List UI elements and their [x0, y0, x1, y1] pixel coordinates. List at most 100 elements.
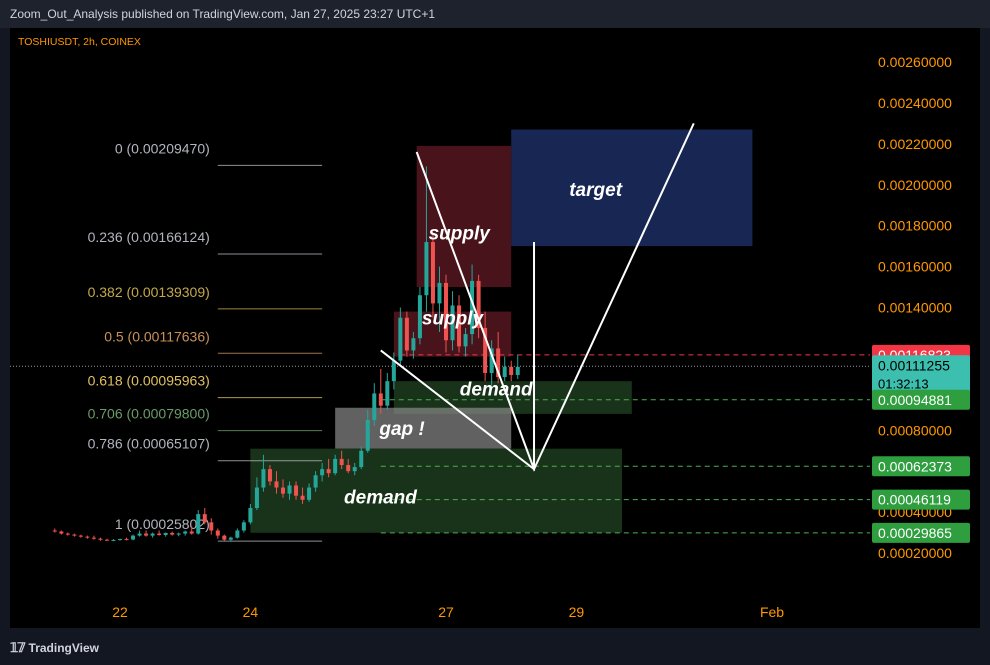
candle-body	[378, 393, 383, 406]
candle-body	[281, 487, 285, 494]
candlestick-chart[interactable]: TOSHIUSDT, 2h, COINEX 0 (0.00209470) 0.23…	[10, 28, 980, 628]
price-labels-layer: 0.001168230.0011125501:32:130.000948810.…	[872, 344, 970, 543]
candle-body	[150, 533, 155, 536]
candle-body	[196, 514, 201, 534]
x-tick-label: Feb	[760, 604, 784, 620]
fib-label: 1 (0.00025802)	[115, 516, 210, 532]
y-tick-label: 0.00080000	[878, 422, 952, 438]
zone-label: demand	[460, 379, 533, 400]
candle-body	[313, 475, 318, 488]
projection-path	[415, 122, 695, 472]
target-zone	[511, 129, 753, 247]
zone-label: target	[569, 180, 622, 201]
publisher-bar: Zoom_Out_Analysis published on TradingVi…	[0, 0, 990, 28]
candle-body	[457, 305, 462, 347]
candle-body	[254, 487, 259, 508]
y-tick-label: 0.00180000	[878, 218, 952, 234]
candle-body	[274, 481, 279, 488]
price-label-value: 0.00046119	[878, 492, 951, 508]
price-label-box	[872, 522, 970, 543]
y-tick-label: 0.00200000	[878, 177, 952, 193]
candle-body	[59, 531, 64, 534]
candle-body	[404, 317, 409, 351]
y-tick-label: 0.00160000	[878, 259, 952, 275]
candle-body	[385, 381, 390, 406]
candle-body	[496, 348, 501, 378]
fib-label: 0 (0.00209470)	[115, 140, 210, 156]
x-tick-label: 29	[569, 604, 585, 620]
zone-label: demand	[344, 487, 417, 508]
candle-body	[209, 522, 214, 531]
candle-body	[300, 495, 305, 500]
projection-layer	[380, 122, 695, 472]
candle-body	[515, 366, 520, 376]
candle-body	[72, 534, 77, 536]
candle-body	[365, 420, 370, 451]
candle-body	[372, 393, 377, 421]
symbol-label: TOSHIUSDT, 2h, COINEX	[18, 36, 141, 48]
x-tick-label: 24	[243, 604, 259, 620]
candle-body	[424, 242, 429, 296]
candle-body	[346, 465, 351, 472]
x-tick-label: 27	[438, 604, 454, 620]
price-axis: 0.000200000.000400000.000800000.00140000…	[878, 54, 952, 561]
candle-body	[248, 507, 253, 523]
candle-body	[333, 458, 338, 474]
fib-label: 0.5 (0.00117636)	[104, 328, 210, 344]
candle-body	[52, 530, 57, 532]
y-tick-label: 0.00140000	[878, 300, 952, 316]
tradingview-logo-text: TradingView	[28, 641, 100, 655]
candle-body	[267, 469, 272, 482]
price-label-value: 0.00111255	[878, 357, 950, 373]
candle-body	[157, 533, 162, 535]
candle-body	[163, 532, 168, 535]
candle-body	[450, 305, 455, 341]
candle-body	[144, 533, 149, 536]
candle-body	[98, 538, 103, 540]
candle-body	[444, 282, 448, 341]
candle-body	[430, 242, 435, 304]
price-label-value: 0.00094881	[878, 392, 952, 408]
price-label-box	[872, 489, 970, 510]
chart-panel[interactable]: TOSHIUSDT, 2h, COINEX 0 (0.00209470) 0.23…	[10, 28, 980, 628]
zone-label: supply	[429, 223, 492, 244]
zone-labels-layer: supply supply target demand gap ! demand	[344, 180, 623, 508]
zone-label: gap !	[378, 419, 424, 440]
candle-body	[359, 450, 364, 468]
y-tick-label: 0.00260000	[878, 54, 952, 70]
zone-label: supply	[422, 308, 485, 329]
candle-body	[509, 366, 514, 376]
candle-body	[307, 487, 312, 500]
candle-body	[489, 348, 494, 373]
candle-body	[91, 537, 96, 539]
candle-body	[339, 458, 344, 466]
fib-label: 0.382 (0.00139309)	[88, 284, 210, 300]
y-tick-label: 0.00240000	[878, 95, 952, 111]
price-label-value: 0.00029865	[878, 525, 952, 541]
candle-body	[137, 533, 142, 536]
candle-body	[352, 467, 357, 472]
candle-body	[502, 366, 507, 378]
candle-body	[463, 334, 468, 347]
candle-body	[118, 539, 122, 541]
candle-body	[476, 280, 481, 328]
candle-body	[235, 530, 240, 538]
candle-body	[398, 317, 403, 361]
candle-body	[320, 469, 325, 476]
candle-body	[202, 514, 207, 523]
price-label-value: 0.00062373	[878, 458, 952, 474]
tradingview-logo[interactable]: 𝟙𝟟 TradingView	[10, 640, 99, 656]
publisher-line: Zoom_Out_Analysis published on TradingVi…	[10, 7, 436, 21]
fibonacci-layer: 0 (0.00209470) 0.236 (0.00166124) 0.382 (0…	[88, 140, 323, 542]
candle-body	[437, 282, 442, 304]
candle-body	[222, 535, 227, 540]
candle-body	[287, 485, 292, 494]
candle-body	[104, 539, 109, 541]
candle-body	[65, 533, 70, 535]
candle-body	[417, 295, 422, 339]
candle-body	[78, 535, 83, 537]
candle-body	[483, 327, 488, 373]
price-label-box	[872, 456, 970, 477]
candle-body	[183, 531, 188, 534]
footer-bar	[0, 628, 990, 665]
